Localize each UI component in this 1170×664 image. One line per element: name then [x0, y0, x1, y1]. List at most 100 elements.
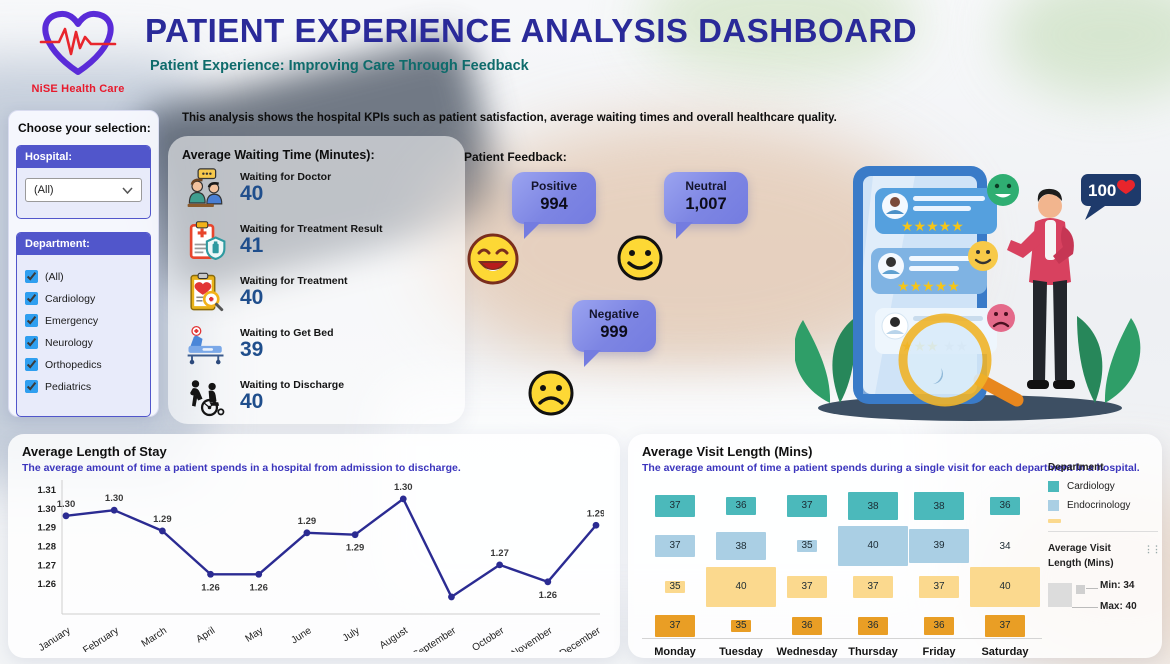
feedback-bubble-positive[interactable]: Positive 994	[512, 172, 596, 239]
heatmap-cell-wednesday-row1[interactable]: 37	[787, 494, 827, 518]
waiting-kpi-waiting-for-doctor[interactable]: Waiting for Doctor 40	[182, 163, 455, 214]
data-point-december[interactable]	[592, 521, 600, 529]
feedback-bubble-neutral[interactable]: Neutral 1,007	[664, 172, 748, 239]
heatmap-cell-wednesday-row2[interactable]: 35	[797, 540, 817, 552]
heatmap-cell-monday-row1[interactable]: 37	[655, 494, 695, 518]
heatmap-cell-monday-row3[interactable]: 35	[665, 581, 685, 593]
heatmap-cell-friday-row4[interactable]: 36	[924, 617, 954, 635]
day-label-monday: Monday	[654, 646, 696, 658]
legend-title: Department	[1048, 462, 1104, 473]
data-point-june[interactable]	[303, 529, 311, 537]
waiting-kpi-waiting-to-discharge[interactable]: Waiting to Discharge 40	[182, 371, 455, 422]
page-title: PATIENT EXPERIENCE ANALYSIS DASHBOARD	[145, 12, 918, 49]
size-legend-title: Average Visit Length (Mins) ⋮⋮	[1048, 543, 1161, 569]
heatmap-cell-friday-row1[interactable]: 38	[914, 491, 964, 521]
department-checkbox[interactable]	[25, 270, 38, 283]
heatmap-cell-thursday-row4[interactable]: 36	[858, 617, 888, 635]
hospital-dropdown[interactable]: (All)	[25, 178, 142, 202]
heatmap-cell-tuesday-row4[interactable]: 35	[731, 620, 751, 632]
logo: NiSE Health Care	[16, 4, 140, 95]
x-tick-label: June	[289, 625, 314, 646]
department-filter-header: Department:	[17, 233, 150, 255]
sad-face-icon	[528, 370, 574, 416]
department-checkbox[interactable]	[25, 314, 38, 327]
legend-swatch-endocrinology	[1048, 500, 1059, 511]
department-checkbox-list: (All) Cardiology Emergency Neurology Orthope…	[17, 255, 150, 416]
logo-heart-ecg-icon	[39, 10, 117, 75]
patient-feedback-title: Patient Feedback:	[464, 150, 567, 164]
heatmap-cell-monday-row2[interactable]: 37	[655, 534, 695, 558]
header: NiSE Health Care PATIENT EXPERIENCE ANAL…	[0, 0, 1170, 102]
department-option-cardiology[interactable]: Cardiology	[25, 292, 146, 305]
data-point-january[interactable]	[62, 512, 70, 520]
data-point-february[interactable]	[110, 506, 118, 514]
heatmap-cell-monday-row4[interactable]: 37	[655, 614, 695, 638]
waiting-kpi-waiting-for-treatment-result[interactable]: Waiting for Treatment Result 41	[182, 215, 455, 266]
department-checkbox[interactable]	[25, 292, 38, 305]
heatmap-cell-wednesday-row4[interactable]: 36	[792, 617, 822, 635]
likes-badge: 100	[1081, 174, 1141, 220]
axis-line	[61, 480, 600, 615]
department-checkbox[interactable]	[25, 336, 38, 349]
heatmap-cell-friday-row2[interactable]: 39	[909, 528, 969, 564]
x-tick-label: December	[558, 625, 603, 652]
size-legend-glyph: Min: 34 Max: 40	[1048, 577, 1158, 617]
data-point-label: 1.29	[346, 543, 365, 554]
size-legend-max: Max: 40	[1100, 601, 1137, 612]
department-option-label: Orthopedics	[45, 358, 102, 371]
heatmap-cell-tuesday-row3[interactable]: 40	[706, 567, 776, 607]
department-option-all[interactable]: (All)	[25, 270, 146, 283]
heatmap-cell-saturday-row2[interactable]: 34	[999, 540, 1011, 552]
waiting-time-list: Waiting for Doctor 40 Waiting for Treatmen…	[182, 163, 455, 422]
department-option-emergency[interactable]: Emergency	[25, 314, 146, 327]
visit-length-heatmap: 37 36 37 38 38 36 37 38 35 40 39 34 35 40 37 37 37 40 37 35…	[642, 490, 1044, 660]
likes-badge-text: 100	[1088, 181, 1116, 200]
heatmap-cell-wednesday-row3[interactable]: 37	[787, 575, 827, 599]
feedback-bubble-negative[interactable]: Negative 999	[572, 300, 656, 367]
data-point-april[interactable]	[207, 570, 214, 578]
department-option-neurology[interactable]: Neurology	[25, 336, 146, 349]
data-point-october[interactable]	[496, 561, 504, 569]
heatmap-cell-saturday-row4[interactable]: 37	[985, 614, 1025, 638]
page-subtitle: Patient Experience: Improving Care Throu…	[150, 58, 529, 74]
waiting-kpi-label: Waiting to Discharge	[240, 379, 345, 392]
department-option-orthopedics[interactable]: Orthopedics	[25, 358, 146, 371]
heatmap-cell-thursday-row3[interactable]: 37	[853, 575, 893, 599]
y-tick-label: 1.28	[38, 542, 57, 553]
data-point-july[interactable]	[351, 531, 359, 539]
department-checkbox[interactable]	[25, 380, 38, 393]
waiting-time-title: Average Waiting Time (Minutes):	[182, 148, 375, 162]
heatmap-cell-thursday-row2[interactable]: 40	[838, 526, 908, 566]
data-point-september[interactable]	[448, 593, 455, 601]
data-point-march[interactable]	[158, 527, 166, 535]
laughing-face-icon	[467, 233, 519, 285]
data-point-august[interactable]	[399, 495, 407, 503]
review-card-1: ★★★★★	[875, 188, 997, 234]
heatmap-cell-saturday-row1[interactable]: 36	[990, 497, 1020, 515]
heatmap-x-axis: Monday Tuesday Wednesday Thursday Friday Satu…	[642, 638, 1042, 662]
heatmap-cell-tuesday-row1[interactable]: 36	[726, 497, 756, 515]
legend-item-endocrinology[interactable]: Endocrinology	[1048, 500, 1158, 511]
line-series	[65, 497, 597, 599]
department-option-pediatrics[interactable]: Pediatrics	[25, 380, 146, 393]
heatmap-cell-tuesday-row2[interactable]: 38	[716, 531, 766, 561]
waiting-kpi-waiting-for-treatment[interactable]: Waiting for Treatment 40	[182, 267, 455, 318]
data-point-may[interactable]	[255, 570, 263, 578]
legend-item-cardiology[interactable]: Cardiology	[1048, 481, 1158, 492]
length-of-stay-line-chart[interactable]: 1.311.301.291.281.271.261.30January1.30F…	[22, 474, 605, 661]
heatmap-cell-saturday-row3[interactable]: 40	[970, 567, 1040, 607]
visit-length-title: Average Visit Length (Mins)	[642, 444, 813, 459]
hospital-filter-header: Hospital:	[17, 146, 150, 168]
heatmap-cell-thursday-row1[interactable]: 38	[848, 491, 898, 521]
heatmap-cell-friday-row3[interactable]: 37	[919, 575, 959, 599]
legend-swatch-cardiology	[1048, 481, 1059, 492]
x-tick-label: April	[194, 625, 217, 645]
department-checkbox[interactable]	[25, 358, 38, 371]
y-tick-label: 1.31	[38, 485, 57, 496]
leaf-left-icon	[795, 316, 857, 403]
data-point-november[interactable]	[544, 578, 552, 586]
waiting-kpi-waiting-to-get-bed[interactable]: Waiting to Get Bed 39	[182, 319, 455, 370]
feedback-value: 994	[540, 195, 568, 213]
x-tick-label: March	[140, 625, 169, 649]
